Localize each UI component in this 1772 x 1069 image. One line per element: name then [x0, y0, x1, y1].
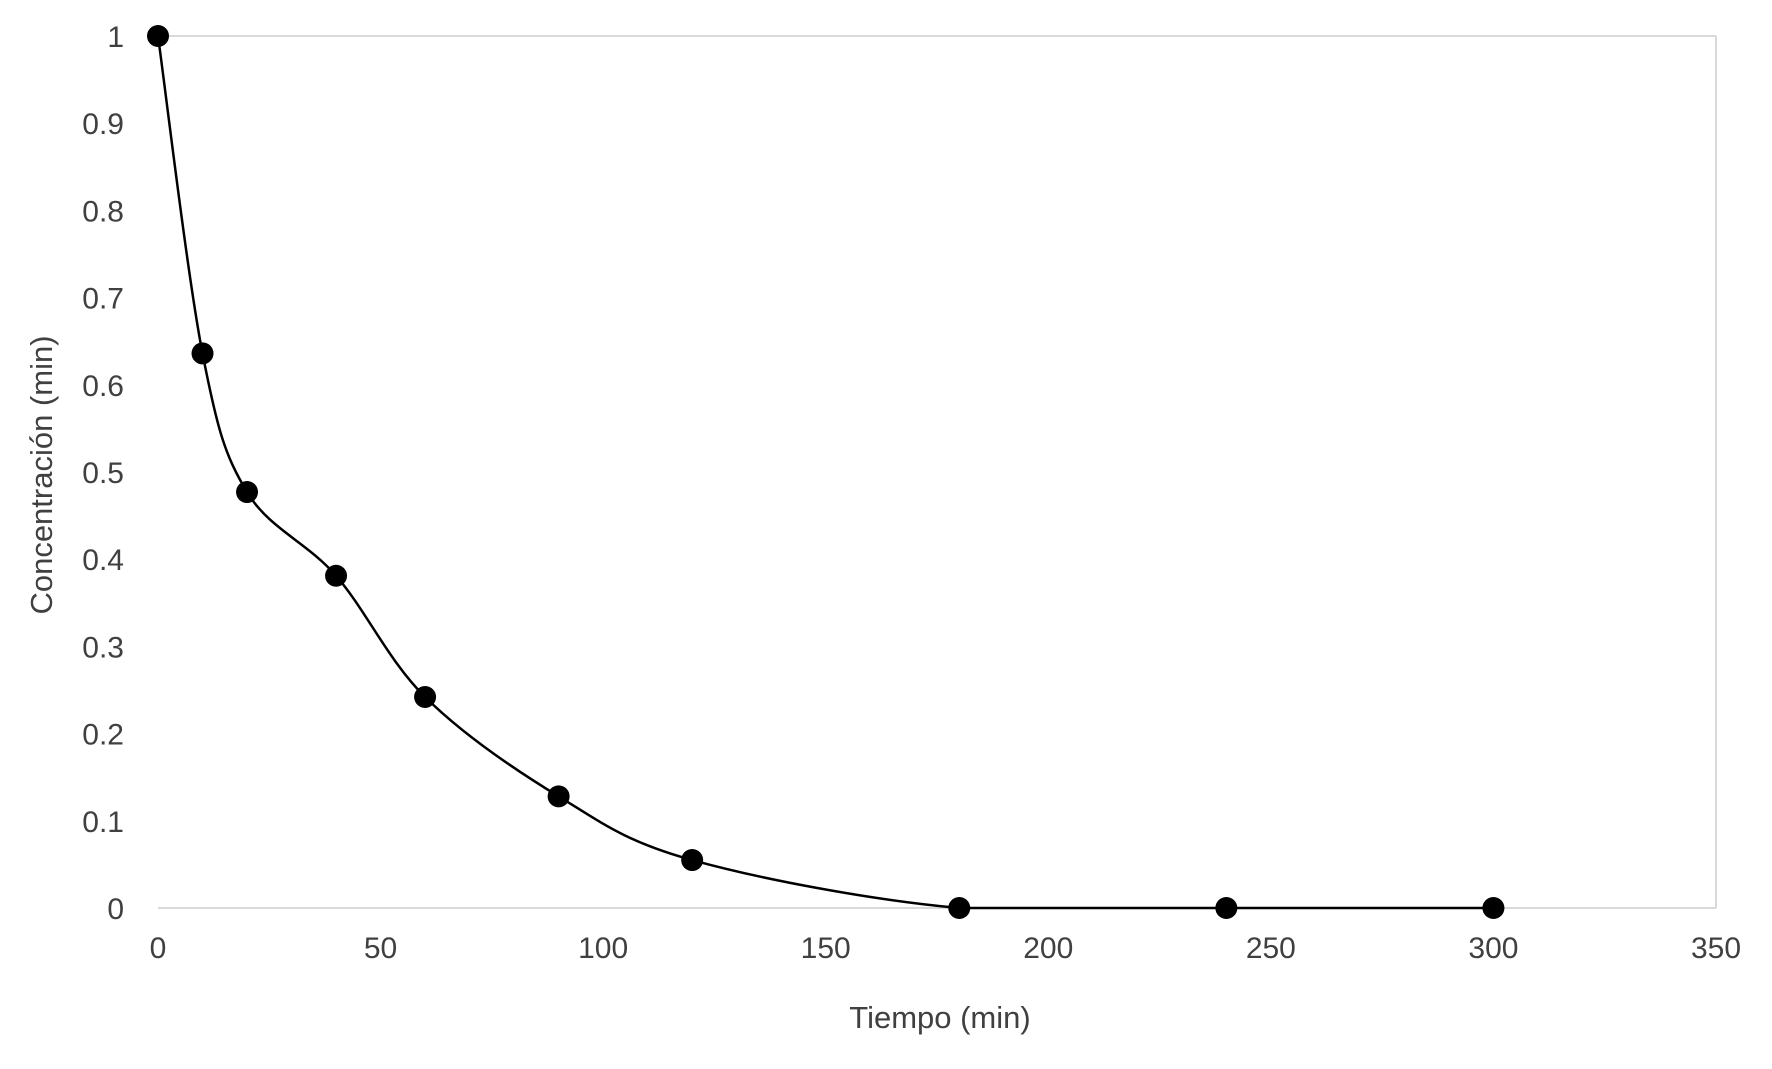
data-point — [414, 685, 437, 708]
y-tick-label: 0.2 — [82, 719, 124, 752]
data-point — [681, 849, 704, 872]
data-point — [236, 481, 259, 504]
x-axis-title: Tiempo (min) — [849, 1000, 1030, 1035]
x-tick-label: 100 — [578, 932, 628, 965]
data-point — [948, 897, 971, 919]
y-axis-title: Concentración (min) — [24, 335, 59, 614]
x-tick-label: 300 — [1468, 932, 1518, 965]
data-point — [547, 785, 570, 808]
data-point — [1215, 897, 1238, 919]
tick-labels: 0 50 100 150 200 250 300 350 0 0.1 0.2 0.3 0.4 0.5 0.6… — [82, 21, 1741, 965]
y-tick-label: 0.4 — [82, 544, 124, 577]
y-tick-label: 0.5 — [82, 457, 124, 490]
series-line-group — [156, 35, 1494, 910]
y-tick-label: 0.1 — [82, 806, 124, 839]
plot-frame — [158, 35, 1717, 909]
y-tick-label: 0 — [107, 893, 124, 926]
data-point — [191, 342, 214, 365]
y-tick-label: 1 — [107, 21, 124, 54]
y-tick-label: 0.6 — [82, 370, 124, 403]
y-tick-label: 0.7 — [82, 283, 124, 316]
data-point — [1482, 897, 1505, 919]
series-line — [156, 35, 1494, 910]
y-tick-label: 0.9 — [82, 108, 124, 141]
data-point — [325, 564, 348, 587]
y-tick-label: 0.3 — [82, 631, 124, 664]
x-tick-label: 250 — [1246, 932, 1296, 965]
x-tick-label: 150 — [801, 932, 851, 965]
x-tick-label: 0 — [150, 932, 167, 965]
x-tick-label: 50 — [364, 932, 397, 965]
data-points — [147, 25, 1505, 919]
x-tick-label: 350 — [1691, 932, 1741, 965]
y-tick-label: 0.8 — [82, 195, 124, 228]
x-tick-label: 200 — [1023, 932, 1073, 965]
data-point — [147, 25, 169, 47]
